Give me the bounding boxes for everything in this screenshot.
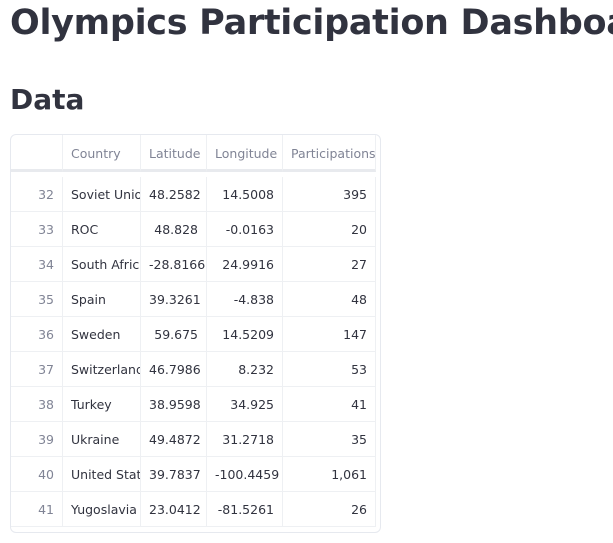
row-index: 37: [11, 352, 63, 387]
table-row: 37 Switzerland 46.7986 8.232 53: [11, 352, 376, 387]
row-index: 34: [11, 247, 63, 282]
row-index: 39: [11, 422, 63, 457]
table-cell[interactable]: 48: [283, 282, 376, 317]
row-index: 41: [11, 492, 63, 527]
table-cell[interactable]: 49.4872: [141, 422, 207, 457]
table-row: 38 Turkey 38.9598 34.925 41: [11, 387, 376, 422]
table-cell[interactable]: 8.232: [207, 352, 283, 387]
header-row: Country Latitude Longitude Participations: [11, 135, 376, 172]
table-cell[interactable]: Soviet Union: [63, 177, 141, 212]
column-header[interactable]: Latitude: [141, 135, 207, 172]
table-cell[interactable]: South Africa: [63, 247, 141, 282]
table-cell[interactable]: Ukraine: [63, 422, 141, 457]
table-cell[interactable]: 46.7986: [141, 352, 207, 387]
table-cell[interactable]: Turkey: [63, 387, 141, 422]
table-row: 36 Sweden 59.675 14.5209 147: [11, 317, 376, 352]
table-cell[interactable]: -100.4459: [207, 457, 283, 492]
table-cell[interactable]: Switzerland: [63, 352, 141, 387]
table-cell[interactable]: 48.828: [141, 212, 207, 247]
row-index: 36: [11, 317, 63, 352]
column-header[interactable]: Country: [63, 135, 141, 172]
table-cell[interactable]: ROC: [63, 212, 141, 247]
table-cell[interactable]: 39.7837: [141, 457, 207, 492]
table-cell[interactable]: 147: [283, 317, 376, 352]
row-index: 40: [11, 457, 63, 492]
table-cell[interactable]: 14.5008: [207, 177, 283, 212]
table-cell[interactable]: 24.9916: [207, 247, 283, 282]
table-row: 35 Spain 39.3261 -4.838 48: [11, 282, 376, 317]
table-cell[interactable]: 41: [283, 387, 376, 422]
row-index: 38: [11, 387, 63, 422]
table-cell[interactable]: 395: [283, 177, 376, 212]
dataframe[interactable]: Country Latitude Longitude Participations 32…: [10, 134, 381, 533]
table-cell[interactable]: -4.838: [207, 282, 283, 317]
table-cell[interactable]: 27: [283, 247, 376, 282]
table-row: 33 ROC 48.828 -0.0163 20: [11, 212, 376, 247]
table-cell[interactable]: 59.675: [141, 317, 207, 352]
row-index: 32: [11, 177, 63, 212]
table-cell[interactable]: 20: [283, 212, 376, 247]
table-cell[interactable]: 31.2718: [207, 422, 283, 457]
table-cell[interactable]: 14.5209: [207, 317, 283, 352]
page-title: Olympics Participation Dashboard: [10, 3, 613, 43]
table-cell[interactable]: Sweden: [63, 317, 141, 352]
column-header[interactable]: Longitude: [207, 135, 283, 172]
table-cell[interactable]: 39.3261: [141, 282, 207, 317]
table-cell[interactable]: -0.0163: [207, 212, 283, 247]
column-header[interactable]: Participations: [283, 135, 376, 172]
table-row: 39 Ukraine 49.4872 31.2718 35: [11, 422, 376, 457]
table-cell[interactable]: 1,061: [283, 457, 376, 492]
table-cell[interactable]: 38.9598: [141, 387, 207, 422]
table-cell[interactable]: 35: [283, 422, 376, 457]
index-header: [11, 135, 63, 172]
table-cell[interactable]: 26: [283, 492, 376, 527]
table-row: 34 South Africa -28.8166 24.9916 27: [11, 247, 376, 282]
table-cell[interactable]: 34.925: [207, 387, 283, 422]
section-title: Data: [10, 83, 85, 116]
table-cell[interactable]: Spain: [63, 282, 141, 317]
table-row: 41 Yugoslavia 23.0412 -81.5261 26: [11, 492, 376, 527]
table-cell[interactable]: -28.8166: [141, 247, 207, 282]
table-cell[interactable]: United States: [63, 457, 141, 492]
table-cell[interactable]: 53: [283, 352, 376, 387]
row-index: 35: [11, 282, 63, 317]
table-cell[interactable]: Yugoslavia: [63, 492, 141, 527]
table-cell[interactable]: 48.2582: [141, 177, 207, 212]
row-index: 33: [11, 212, 63, 247]
table-cell[interactable]: 23.0412: [141, 492, 207, 527]
table-cell[interactable]: -81.5261: [207, 492, 283, 527]
